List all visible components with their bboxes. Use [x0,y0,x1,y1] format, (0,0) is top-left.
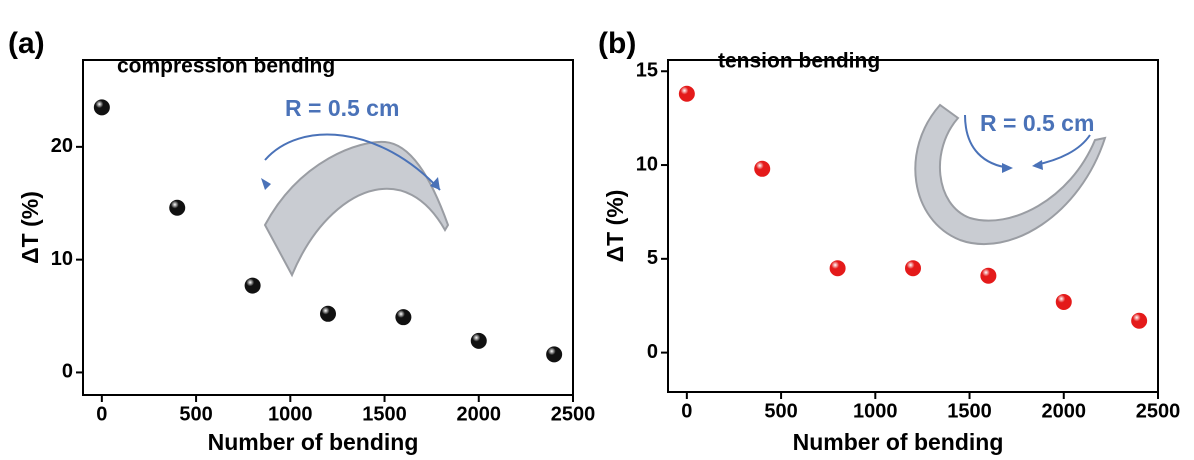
x-tick-label: 1500 [362,403,407,425]
x-tick-label: 1000 [268,403,313,425]
x-tick-label: 2000 [1042,400,1087,422]
point [320,305,336,322]
x-tick-label: 2500 [551,403,596,425]
y-axis-label: ΔT (%) [17,191,43,264]
panel-label: (b) [598,27,636,60]
plot-frame [82,59,574,396]
x-tick-label: 0 [681,400,692,422]
y-axis-label: ΔT (%) [602,190,628,263]
y-tick-label: 5 [647,247,658,269]
point [1131,312,1148,329]
y-tick-label: 0 [62,361,73,383]
point [395,309,412,326]
x-tick-label: 500 [179,403,212,425]
x-tick-label: 2000 [457,403,502,425]
annotation: R = 0.5 cm [285,95,399,121]
y-tick-label: 20 [51,135,73,157]
y-tick-label: 15 [636,60,658,82]
y-tick-label: 10 [636,153,658,175]
y-tick-label: 0 [647,341,658,363]
x-tick-label: 500 [764,400,797,422]
point [980,267,997,284]
point [244,277,261,294]
illustration-a [261,133,450,278]
point [470,332,487,349]
x-axis-label: Number of bending [208,429,419,455]
y-tick-label: 10 [51,248,73,270]
x-axis-label: Number of bending [793,429,1004,455]
point [546,346,563,363]
illustration-b [914,103,1107,246]
x-tick-label: 2500 [1136,400,1181,422]
annotation: tension bending [718,50,880,73]
point [829,260,846,277]
point [1055,293,1072,310]
point [93,99,110,116]
annotation: compression bending [117,55,335,78]
x-tick-label: 1000 [853,400,898,422]
x-tick-label: 1500 [947,400,992,422]
point [905,260,921,277]
point [754,160,771,177]
point [169,199,186,216]
point [678,85,695,102]
x-tick-label: 0 [96,403,107,425]
annotation: R = 0.5 cm [980,110,1094,136]
panel-label: (a) [8,27,45,60]
plot-frame [667,59,1159,393]
